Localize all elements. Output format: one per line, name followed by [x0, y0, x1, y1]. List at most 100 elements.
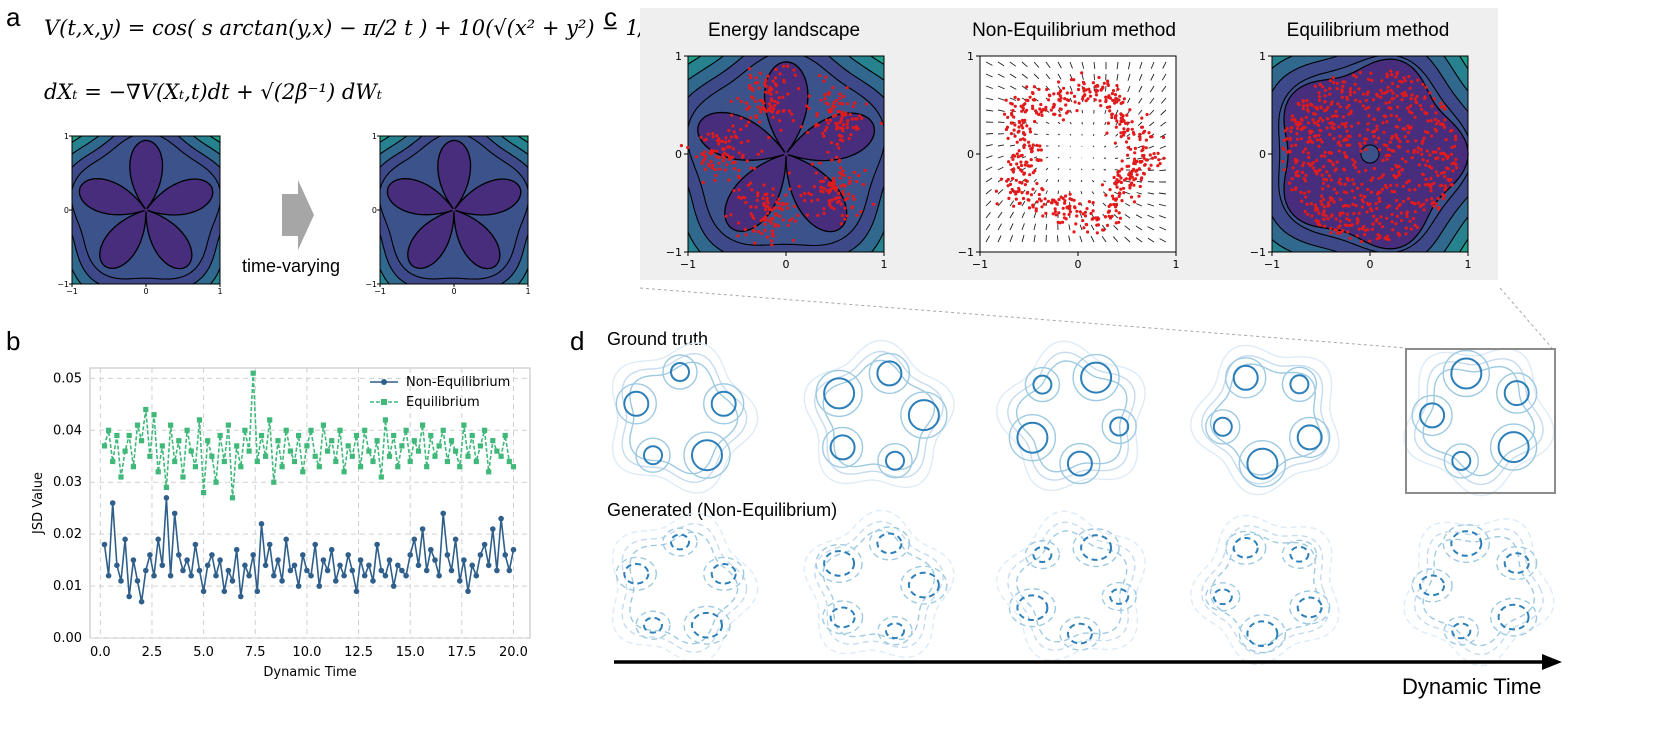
- sample-point: [851, 126, 855, 130]
- sample-point: [1100, 183, 1105, 187]
- vector-arrow: [985, 85, 993, 89]
- data-point: [200, 588, 207, 595]
- data-point: [295, 583, 302, 589]
- sample-point: [782, 80, 786, 84]
- sample-point: [730, 113, 734, 117]
- sample-point: [727, 157, 732, 162]
- sample-point: [1319, 129, 1323, 133]
- sample-point: [1052, 102, 1056, 106]
- sample-point: [709, 149, 713, 153]
- sample-point: [764, 109, 768, 113]
- data-point: [432, 453, 438, 459]
- sample-point: [1434, 170, 1438, 174]
- y-tick-label: 0.00: [53, 631, 82, 646]
- sample-point: [815, 111, 819, 116]
- sample-point: [1390, 220, 1394, 224]
- sample-point: [1034, 209, 1038, 213]
- data-point: [122, 448, 128, 454]
- data-point: [473, 572, 480, 579]
- sample-point: [839, 166, 843, 170]
- sample-point: [1449, 152, 1454, 156]
- sample-point: [1410, 93, 1414, 97]
- sample-point: [1439, 105, 1443, 109]
- vector-arrow: [1113, 225, 1119, 231]
- sample-point: [1114, 96, 1118, 100]
- sample-point: [1075, 214, 1079, 218]
- sample-point: [752, 216, 756, 220]
- data-point: [134, 578, 141, 584]
- data-point: [308, 427, 314, 433]
- sample-point: [1301, 100, 1305, 104]
- vector-arrow: [1160, 109, 1167, 116]
- sample-point: [1320, 173, 1324, 177]
- sample-point: [1396, 137, 1400, 141]
- sample-point: [761, 196, 765, 200]
- sample-point: [1342, 167, 1346, 171]
- data-point: [263, 453, 269, 459]
- sample-point: [1333, 169, 1337, 173]
- x-tick-label: 12.5: [344, 645, 373, 660]
- sample-point: [1031, 106, 1035, 111]
- sample-point: [756, 152, 760, 156]
- sample-point: [768, 109, 772, 113]
- mode-contour: [1443, 443, 1480, 479]
- sample-point: [809, 193, 813, 197]
- sample-point: [701, 180, 705, 184]
- sample-point: [1317, 211, 1321, 215]
- vector-arrow: [1147, 214, 1155, 219]
- data-point: [122, 536, 128, 543]
- sample-point: [785, 202, 789, 206]
- sample-point: [1358, 100, 1362, 104]
- sample-point: [1345, 97, 1350, 101]
- sample-point: [1416, 78, 1420, 82]
- mode-contour: [691, 439, 723, 472]
- sample-point: [1322, 211, 1326, 215]
- vector-arrow: [1104, 121, 1107, 126]
- sample-point: [1367, 114, 1371, 118]
- sample-point: [1330, 100, 1334, 104]
- sample-point: [847, 192, 851, 196]
- sample-point: [1307, 139, 1312, 144]
- outer-contour: [996, 510, 1146, 662]
- sample-point: [1439, 171, 1444, 175]
- sample-point: [1301, 164, 1305, 168]
- sample-point: [1375, 124, 1379, 128]
- sample-point: [1409, 104, 1413, 108]
- y-tick-label: −1: [958, 246, 974, 259]
- sample-point: [752, 229, 756, 233]
- sample-point: [1339, 182, 1343, 186]
- sample-point: [1093, 98, 1097, 102]
- sample-point: [1110, 194, 1115, 198]
- sample-point: [1315, 106, 1319, 110]
- sample-point: [1385, 89, 1389, 93]
- sample-point: [1341, 211, 1345, 215]
- data-point: [399, 567, 405, 574]
- sample-point: [1017, 188, 1021, 192]
- sample-point: [1380, 225, 1384, 229]
- vector-arrow: [1102, 224, 1107, 231]
- sample-point: [879, 121, 883, 125]
- sample-point: [1349, 109, 1353, 113]
- ground-truth-contours: [1403, 348, 1555, 497]
- sample-point: [839, 202, 843, 206]
- sample-point: [1309, 164, 1313, 168]
- sample-point: [1036, 158, 1040, 163]
- sample-point: [1338, 105, 1342, 109]
- sample-point: [1051, 212, 1055, 216]
- vector-arrow: [1009, 235, 1014, 243]
- title-non-equilibrium: Non-Equilibrium method: [972, 20, 1176, 41]
- sample-point: [1367, 105, 1371, 109]
- sample-point: [1422, 202, 1426, 206]
- sample-point: [714, 173, 718, 177]
- sample-point: [1072, 230, 1076, 234]
- sample-point: [767, 90, 771, 95]
- sample-point: [1390, 167, 1394, 171]
- data-point: [506, 458, 512, 465]
- sample-point: [1313, 84, 1317, 88]
- sample-point: [1144, 158, 1148, 162]
- vector-arrow: [1113, 213, 1119, 219]
- sample-point: [1040, 113, 1044, 117]
- vector-arrow: [1135, 237, 1143, 243]
- sample-point: [736, 96, 740, 100]
- data-point: [333, 458, 339, 465]
